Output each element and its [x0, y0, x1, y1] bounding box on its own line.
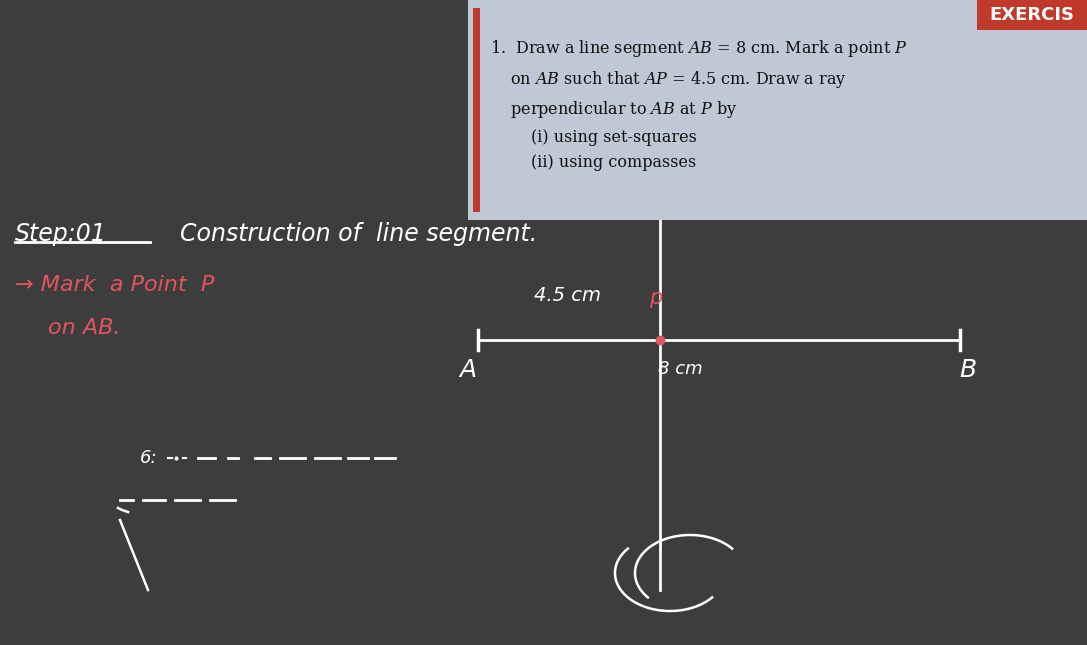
Text: 6:: 6: — [140, 449, 158, 467]
Text: Construction of  line segment.: Construction of line segment. — [180, 222, 537, 246]
Text: 8 cm: 8 cm — [658, 360, 702, 378]
Text: p: p — [649, 288, 663, 308]
Text: EXERCIS: EXERCIS — [989, 6, 1075, 24]
Text: Step:01: Step:01 — [15, 222, 107, 246]
Bar — [468, 0, 1087, 220]
Bar — [473, 8, 480, 212]
Text: on AB.: on AB. — [48, 318, 121, 338]
Text: 4.5 cm: 4.5 cm — [535, 286, 601, 305]
Text: B: B — [960, 358, 976, 382]
Text: → Mark  a Point  P: → Mark a Point P — [15, 275, 214, 295]
Bar — [977, 0, 1087, 30]
Text: 1.  Draw a line segment $AB$ = 8 cm. Mark a point $P$
    on $AB$ such that $AP$: 1. Draw a line segment $AB$ = 8 cm. Mark… — [490, 38, 908, 172]
Text: A: A — [460, 358, 476, 382]
